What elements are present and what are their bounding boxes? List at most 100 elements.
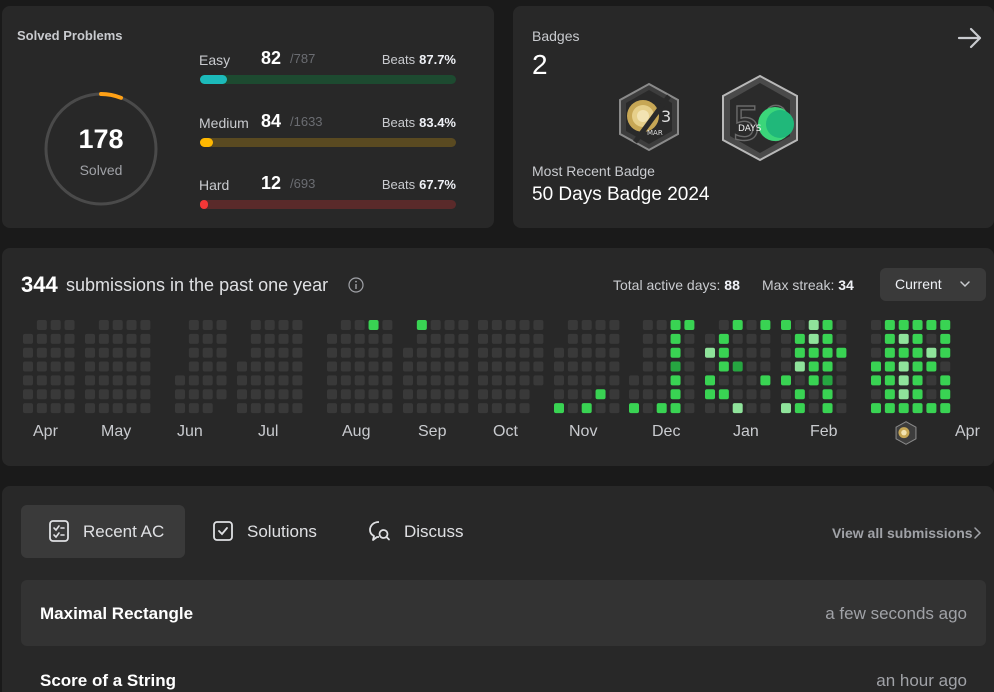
heatmap-cell[interactable] [98, 320, 109, 330]
heatmap-cell[interactable] [140, 403, 151, 414]
heatmap-cell[interactable] [278, 361, 289, 372]
heatmap-cell[interactable] [430, 333, 441, 344]
heatmap-cell[interactable] [458, 403, 469, 414]
heatmap-cell[interactable] [188, 389, 199, 400]
heatmap-cell[interactable] [595, 375, 606, 386]
heatmap-cell[interactable] [705, 333, 715, 344]
heatmap-cell[interactable] [430, 375, 441, 386]
heatmap-cell[interactable] [684, 361, 695, 372]
heatmap-cell[interactable] [368, 403, 379, 414]
heatmap-cell[interactable] [416, 347, 427, 358]
tab-recent-ac[interactable]: Recent AC [21, 505, 185, 558]
heatmap-cell[interactable] [746, 389, 757, 400]
heatmap-cell[interactable] [567, 347, 578, 358]
heatmap-cell[interactable] [781, 320, 791, 330]
heatmap-cell[interactable] [519, 389, 530, 400]
heatmap-cell[interactable] [554, 361, 564, 372]
heatmap-cell[interactable] [871, 403, 881, 414]
heatmap-cell[interactable] [746, 320, 757, 330]
heatmap-cell[interactable] [595, 347, 606, 358]
heatmap-cell[interactable] [718, 389, 729, 400]
heatmap-cell[interactable] [822, 375, 833, 386]
heatmap-cell[interactable] [581, 320, 592, 330]
heatmap-cell[interactable] [609, 347, 620, 358]
heatmap-cell[interactable] [278, 389, 289, 400]
heatmap-cell[interactable] [368, 320, 379, 330]
heatmap-cell[interactable] [781, 347, 791, 358]
heatmap-cell[interactable] [794, 403, 805, 414]
heatmap-cell[interactable] [760, 375, 771, 386]
arrow-right-icon[interactable] [956, 24, 984, 52]
heatmap-cell[interactable] [554, 389, 564, 400]
heatmap-cell[interactable] [505, 375, 516, 386]
heatmap-cell[interactable] [140, 320, 151, 330]
heatmap-cell[interactable] [292, 361, 303, 372]
heatmap-cell[interactable] [732, 403, 743, 414]
heatmap-cell[interactable] [505, 403, 516, 414]
heatmap-cell[interactable] [760, 403, 771, 414]
heatmap-cell[interactable] [684, 375, 695, 386]
heatmap-cell[interactable] [533, 320, 544, 330]
heatmap-cell[interactable] [732, 389, 743, 400]
heatmap-cell[interactable] [458, 333, 469, 344]
heatmap-cell[interactable] [519, 375, 530, 386]
heatmap-cell[interactable] [382, 403, 393, 414]
heatmap-cell[interactable] [656, 403, 667, 414]
heatmap-cell[interactable] [112, 347, 123, 358]
heatmap-cell[interactable] [478, 347, 488, 358]
heatmap-cell[interactable] [23, 361, 33, 372]
heatmap-cell[interactable] [64, 347, 75, 358]
heatmap-cell[interactable] [403, 347, 413, 358]
heatmap-cell[interactable] [216, 347, 227, 358]
heatmap-cell[interactable] [340, 333, 351, 344]
heatmap-cell[interactable] [794, 389, 805, 400]
heatmap-cell[interactable] [871, 375, 881, 386]
heatmap-cell[interactable] [327, 347, 337, 358]
heatmap-cell[interactable] [808, 375, 819, 386]
heatmap-cell[interactable] [416, 320, 427, 330]
heatmap-cell[interactable] [50, 361, 61, 372]
heatmap-cell[interactable] [491, 320, 502, 330]
heatmap-cell[interactable] [175, 389, 185, 400]
heatmap-cell[interactable] [444, 375, 455, 386]
heatmap-cell[interactable] [505, 361, 516, 372]
recent-ac-row[interactable]: Maximal Rectangle a few seconds ago [21, 580, 986, 646]
heatmap-cell[interactable] [327, 403, 337, 414]
heatmap-cell[interactable] [581, 403, 592, 414]
heatmap-cell[interactable] [871, 361, 881, 372]
heatmap-cell[interactable] [36, 333, 47, 344]
heatmap-cell[interactable] [822, 333, 833, 344]
heatmap-cell[interactable] [458, 347, 469, 358]
heatmap-cell[interactable] [808, 333, 819, 344]
heatmap-cell[interactable] [670, 361, 681, 372]
heatmap-cell[interactable] [491, 333, 502, 344]
heatmap-cell[interactable] [416, 389, 427, 400]
heatmap-cell[interactable] [642, 375, 653, 386]
heatmap-cell[interactable] [50, 375, 61, 386]
heatmap-cell[interactable] [684, 333, 695, 344]
heatmap-cell[interactable] [940, 320, 951, 330]
heatmap-cell[interactable] [382, 375, 393, 386]
heatmap-cell[interactable] [746, 375, 757, 386]
heatmap-cell[interactable] [354, 333, 365, 344]
heatmap-cell[interactable] [684, 347, 695, 358]
heatmap-cell[interactable] [884, 347, 895, 358]
heatmap-cell[interactable] [188, 375, 199, 386]
heatmap-cell[interactable] [760, 361, 771, 372]
heatmap-cell[interactable] [140, 375, 151, 386]
heatmap-cell[interactable] [505, 320, 516, 330]
heatmap-cell[interactable] [670, 347, 681, 358]
heatmap-cell[interactable] [216, 389, 227, 400]
heatmap-cell[interactable] [670, 333, 681, 344]
heatmap-cell[interactable] [50, 347, 61, 358]
heatmap-cell[interactable] [533, 347, 544, 358]
heatmap-cell[interactable] [912, 389, 923, 400]
heatmap-cell[interactable] [781, 361, 791, 372]
year-select-dropdown[interactable]: Current [880, 268, 986, 301]
heatmap-cell[interactable] [85, 375, 95, 386]
heatmap-cell[interactable] [278, 333, 289, 344]
heatmap-cell[interactable] [278, 375, 289, 386]
heatmap-cell[interactable] [505, 389, 516, 400]
heatmap-cell[interactable] [340, 347, 351, 358]
heatmap-cell[interactable] [23, 389, 33, 400]
